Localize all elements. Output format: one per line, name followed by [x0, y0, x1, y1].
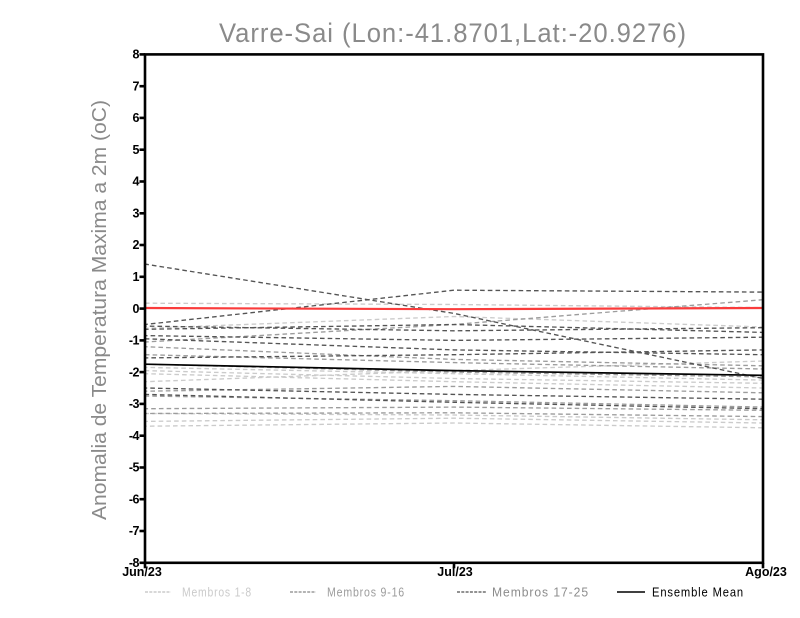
svg-text:Varre-Sai (Lon:-41.8701,Lat:-2: Varre-Sai (Lon:-41.8701,Lat:-20.9276): [219, 18, 687, 48]
svg-text:-6: -6: [129, 492, 140, 506]
svg-text:3: 3: [133, 207, 140, 221]
svg-text:7: 7: [133, 79, 140, 93]
svg-text:Anomalia de Temperatura Maxima: Anomalia de Temperatura Maxima a 2m (oC): [89, 100, 111, 520]
svg-text:-1: -1: [129, 334, 140, 348]
svg-text:Ensemble Mean: Ensemble Mean: [652, 585, 744, 600]
svg-text:-7: -7: [129, 524, 140, 538]
svg-text:Jun/23: Jun/23: [122, 565, 162, 579]
svg-text:-2: -2: [129, 365, 140, 379]
svg-text:5: 5: [133, 143, 140, 157]
svg-text:1: 1: [133, 270, 140, 284]
svg-text:-8: -8: [129, 556, 140, 570]
svg-text:2: 2: [133, 238, 140, 252]
svg-text:0: 0: [133, 302, 140, 316]
svg-text:4: 4: [133, 175, 140, 189]
svg-text:-3: -3: [129, 397, 140, 411]
svg-text:Jul/23: Jul/23: [437, 565, 472, 579]
svg-text:-4: -4: [129, 429, 140, 443]
svg-text:6: 6: [133, 111, 140, 125]
svg-text:Membros 1-8: Membros 1-8: [182, 585, 252, 600]
svg-text:Membros 9-16: Membros 9-16: [327, 585, 405, 600]
svg-text:-5: -5: [129, 461, 140, 475]
svg-text:8: 8: [133, 48, 140, 62]
svg-text:Membros 17-25: Membros 17-25: [492, 585, 589, 600]
svg-text:Ago/23: Ago/23: [745, 565, 787, 579]
